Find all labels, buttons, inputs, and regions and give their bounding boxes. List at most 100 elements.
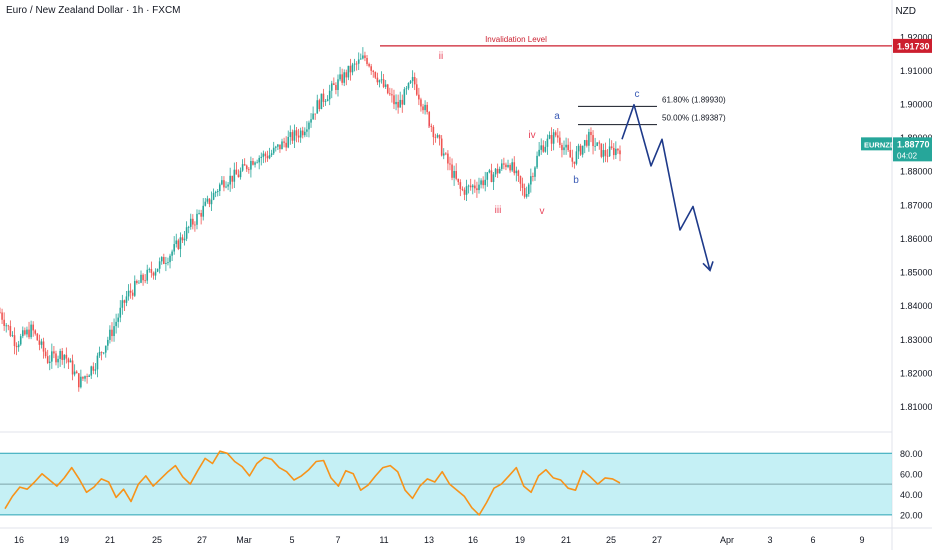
candle-body [380,79,383,81]
fib-label: 61.80% (1.89930) [662,95,726,104]
candle-body [121,300,124,308]
candle-body [107,339,109,346]
candle-body [349,65,352,73]
candle-body [436,135,439,138]
candle-body [241,164,244,171]
candle-body [88,375,90,377]
candle-body [140,274,142,283]
candle-body [511,162,513,171]
symbol-tag-label: EURNZD [864,140,896,149]
candle-body [619,150,621,155]
candle-body [612,147,615,156]
candle-body [453,170,455,178]
candle-body [324,101,327,102]
time-tick-label: 27 [197,535,207,545]
candle-body [146,269,149,281]
candle-body [82,376,84,379]
candle-body [270,153,273,156]
candle-body [360,58,362,60]
candle-body [588,131,590,146]
wave-label-iv: iv [528,130,535,141]
candle-body [442,153,445,156]
candle-body [171,251,173,256]
candle-body [125,296,128,303]
candle-body [142,274,144,281]
candle-body [84,376,86,379]
candle-body [347,65,350,78]
candle-body [308,122,310,130]
candle-body [399,99,402,108]
candle-body [447,153,449,164]
candle-body [67,358,70,363]
time-tick-label: 3 [767,535,772,545]
candle-body [484,179,487,186]
candle-body [185,227,188,239]
candle-body [202,205,205,217]
candle-body [480,180,482,185]
candle-body [496,168,499,174]
candle-body [17,344,20,348]
candle-body [57,358,59,363]
candle-body [573,161,576,164]
wave-label-a: a [554,111,560,122]
candle-body [372,70,375,72]
candle-body [200,212,202,217]
candle-body [225,186,227,188]
candle-body [355,63,358,65]
candle-body [314,113,316,115]
candle-body [100,351,103,353]
candle-body [44,351,47,357]
rsi-tick-label: 80.00 [900,449,923,459]
candle-body [189,218,192,227]
wave-label-c: c [635,89,640,100]
candle-body [216,191,219,193]
candle-body [11,335,14,337]
candle-body [467,185,470,187]
candle-body [293,130,296,141]
candle-body [397,101,399,108]
candle-body [264,153,267,156]
candle-body [133,280,136,296]
candle-body [532,176,534,177]
candle-body [181,237,184,241]
candle-body [370,66,372,71]
candle-body [538,149,540,156]
candle-body [513,162,516,174]
time-tick-label: 21 [105,535,115,545]
candle-body [428,112,431,126]
invalidation-price-tag [893,38,932,53]
candle-body [592,135,594,147]
candle-body [362,55,364,59]
candle-body [96,355,99,370]
candle-body [586,140,588,146]
candle-body [98,351,101,356]
candle-body [53,351,55,354]
candle-body [295,130,298,136]
candle-body [559,137,561,145]
candle-body [113,326,115,337]
candle-body [80,376,82,388]
candle-body [245,165,248,170]
candle-body [260,156,263,158]
candle-body [237,174,240,178]
candle-body [505,164,507,168]
candle-body [1,312,3,320]
candle-body [617,148,619,151]
candle-body [509,165,511,171]
price-tick-label: 1.92000 [900,32,932,42]
time-tick-label: 19 [515,535,525,545]
candle-body [606,155,609,157]
candle-body [115,321,117,327]
candle-body [579,145,582,155]
candle-body [22,330,24,337]
candle-body [26,329,28,335]
candle-body [312,113,314,120]
candle-body [546,138,549,147]
candle-body [598,142,601,144]
candle-body [515,170,518,174]
candle-body [144,280,146,282]
candle-body [490,170,493,182]
candle-body [567,144,569,151]
